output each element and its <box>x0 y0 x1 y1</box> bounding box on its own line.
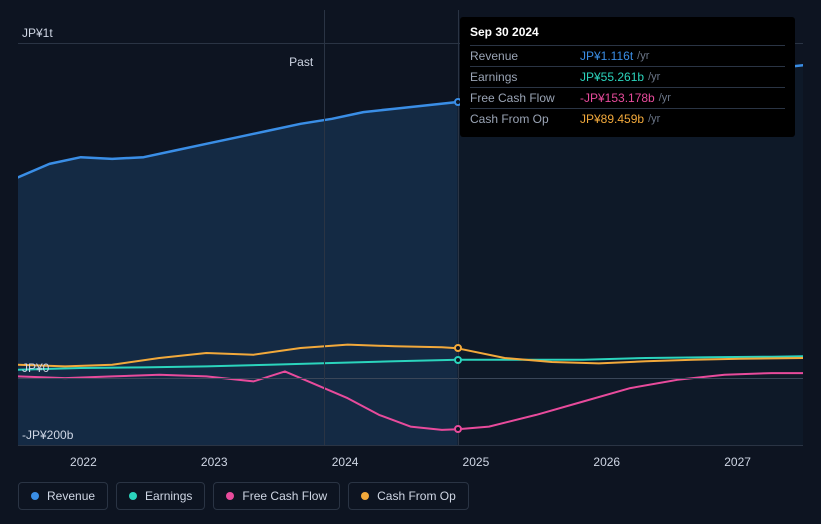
x-axis-label: 2027 <box>724 455 751 469</box>
past-forecast-divider <box>324 10 325 445</box>
y-gridline <box>18 378 803 379</box>
x-axis-label: 2024 <box>332 455 359 469</box>
tooltip-metric-value: JP¥89.459b <box>580 112 644 126</box>
chart-legend: Revenue Earnings Free Cash Flow Cash From O… <box>18 482 469 510</box>
tooltip-metric-unit: /yr <box>648 71 660 83</box>
legend-item-revenue[interactable]: Revenue <box>18 482 108 510</box>
y-axis-label: -JP¥200b <box>22 428 73 442</box>
legend-swatch <box>361 492 369 500</box>
y-axis-label: JP¥1t <box>22 26 53 40</box>
hover-marker <box>454 344 462 352</box>
x-axis-label: 2022 <box>70 455 97 469</box>
tooltip-metric-value: JP¥55.261b <box>580 70 644 84</box>
hover-marker <box>454 425 462 433</box>
tooltip-metric-unit: /yr <box>648 113 660 125</box>
legend-label: Free Cash Flow <box>242 489 327 503</box>
tooltip-row: Free Cash Flow-JP¥153.178b/yr <box>470 87 785 108</box>
tooltip-date: Sep 30 2024 <box>470 25 785 39</box>
tooltip-row: RevenueJP¥1.116t/yr <box>470 45 785 66</box>
tooltip-metric-unit: /yr <box>637 50 649 62</box>
y-gridline <box>18 445 803 446</box>
past-section-label: Past <box>289 55 313 69</box>
hover-marker <box>454 356 462 364</box>
tooltip-metric-unit: /yr <box>659 92 671 104</box>
tooltip-metric-label: Free Cash Flow <box>470 91 580 105</box>
legend-swatch <box>226 492 234 500</box>
legend-swatch <box>129 492 137 500</box>
hover-vertical-line <box>458 10 459 445</box>
legend-item-fcf[interactable]: Free Cash Flow <box>213 482 340 510</box>
tooltip-metric-label: Cash From Op <box>470 112 580 126</box>
legend-label: Earnings <box>145 489 192 503</box>
legend-item-earnings[interactable]: Earnings <box>116 482 205 510</box>
tooltip-metric-label: Revenue <box>470 49 580 63</box>
legend-swatch <box>31 492 39 500</box>
tooltip-metric-value: -JP¥153.178b <box>580 91 655 105</box>
legend-label: Cash From Op <box>377 489 456 503</box>
tooltip-row: EarningsJP¥55.261b/yr <box>470 66 785 87</box>
legend-item-cfo[interactable]: Cash From Op <box>348 482 469 510</box>
tooltip-metric-label: Earnings <box>470 70 580 84</box>
x-axis-label: 2026 <box>593 455 620 469</box>
legend-label: Revenue <box>47 489 95 503</box>
x-axis-label: 2023 <box>201 455 228 469</box>
y-axis-label: JP¥0 <box>22 361 49 375</box>
hover-tooltip: Sep 30 2024 RevenueJP¥1.116t/yrEarningsJ… <box>460 17 795 137</box>
tooltip-metric-value: JP¥1.116t <box>580 49 633 63</box>
tooltip-row: Cash From OpJP¥89.459b/yr <box>470 108 785 129</box>
x-axis-label: 2025 <box>463 455 490 469</box>
